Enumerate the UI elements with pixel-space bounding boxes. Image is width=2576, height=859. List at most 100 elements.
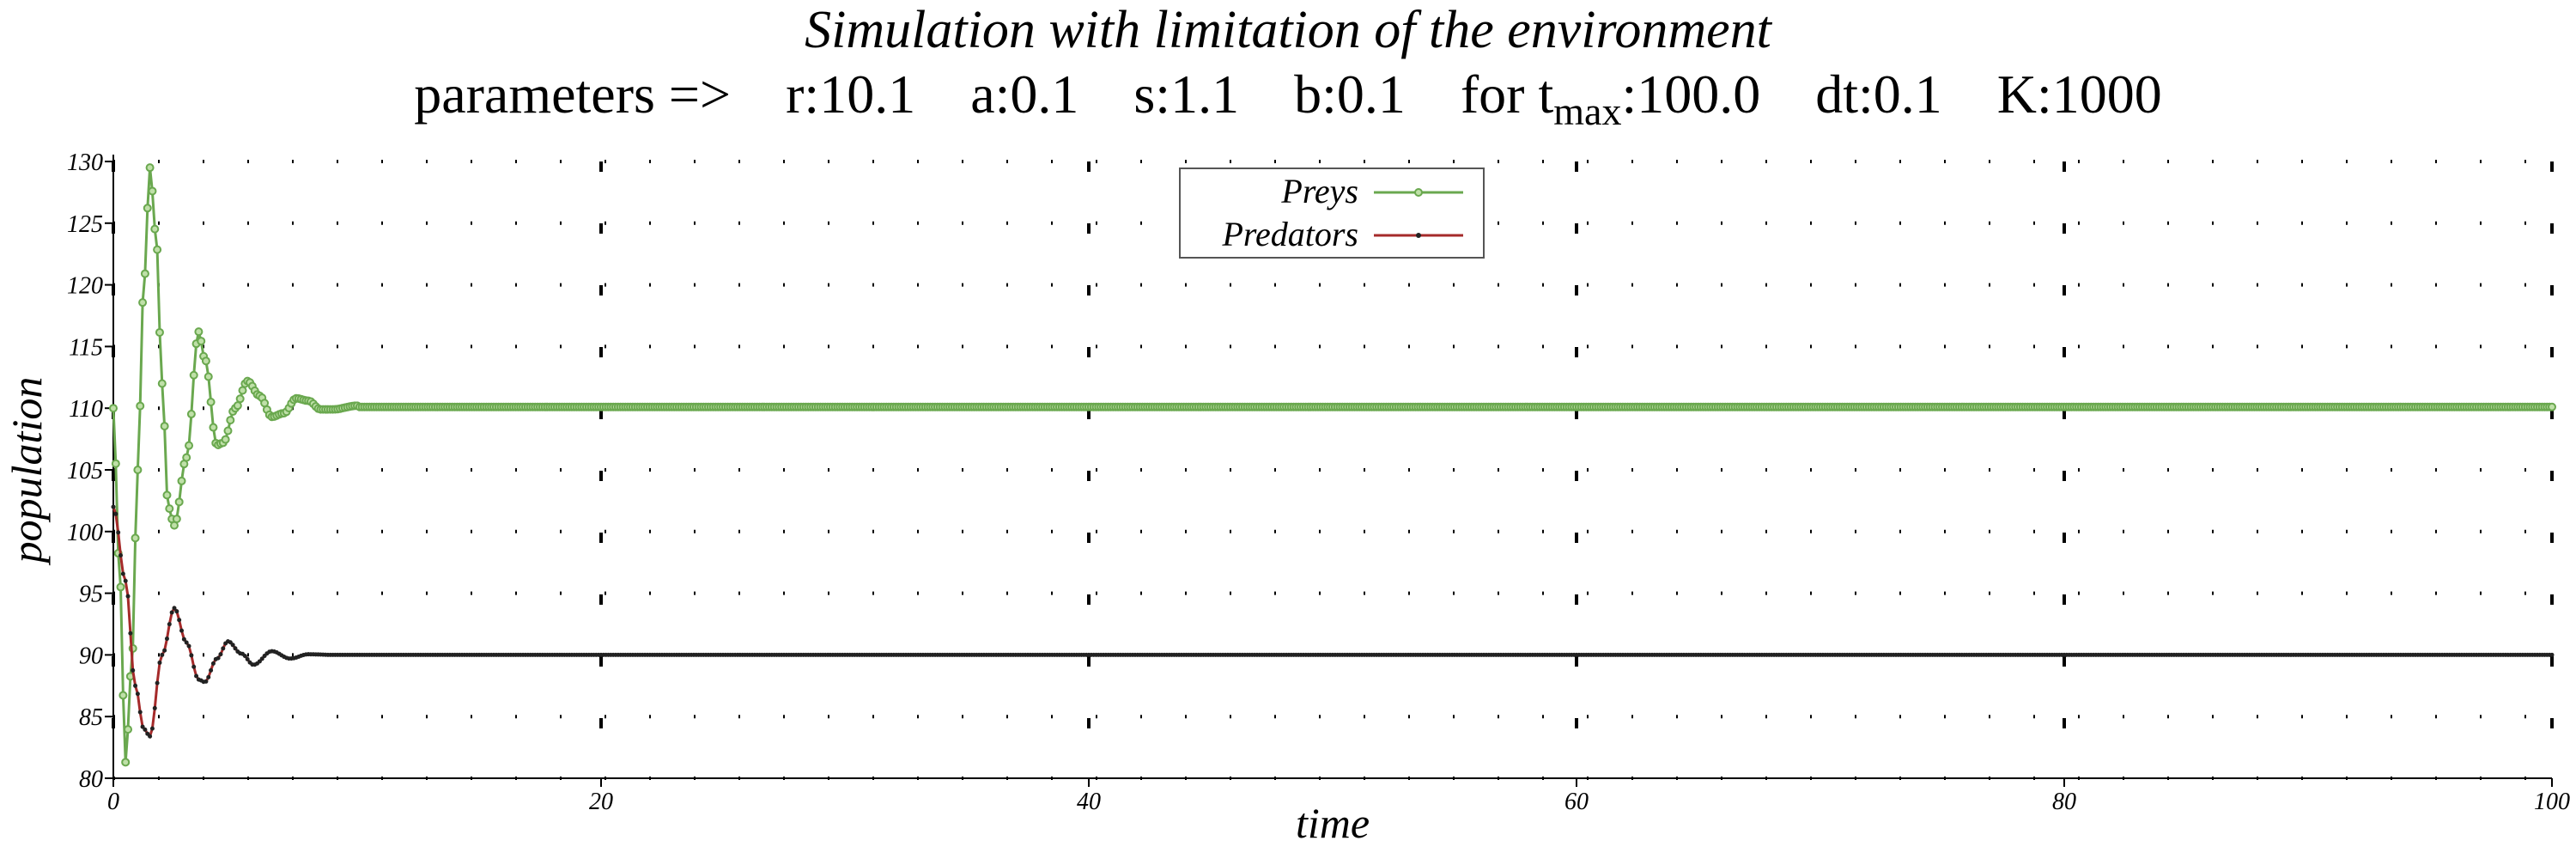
data-point bbox=[233, 646, 238, 651]
data-point bbox=[2549, 652, 2555, 657]
legend-marker-predators bbox=[1416, 233, 1421, 238]
data-point bbox=[194, 673, 199, 679]
param-r: r:10.1 bbox=[786, 64, 916, 125]
data-point bbox=[167, 622, 172, 627]
data-point bbox=[184, 640, 189, 645]
data-point bbox=[133, 466, 143, 474]
y-tick-label: 85 bbox=[79, 704, 103, 731]
data-point bbox=[223, 426, 233, 436]
param-dt: dt:0.1 bbox=[1815, 64, 1942, 125]
data-point bbox=[230, 643, 235, 648]
data-point bbox=[221, 435, 230, 444]
data-point bbox=[149, 726, 155, 731]
data-point bbox=[191, 664, 197, 669]
data-point bbox=[165, 504, 174, 514]
data-point bbox=[135, 691, 140, 697]
legend-box bbox=[1179, 168, 1485, 259]
data-point bbox=[206, 674, 211, 679]
data-point bbox=[131, 533, 140, 543]
x-tick-label: 60 bbox=[1564, 789, 1589, 815]
data-point bbox=[118, 552, 124, 557]
x-tick-label: 0 bbox=[107, 789, 119, 815]
param-b: b:0.1 bbox=[1294, 64, 1406, 125]
data-point bbox=[116, 582, 125, 592]
data-point bbox=[235, 394, 245, 404]
data-point bbox=[131, 667, 136, 673]
data-point bbox=[124, 725, 133, 734]
y-tick-label: 80 bbox=[79, 766, 103, 793]
data-point bbox=[138, 298, 148, 308]
data-point bbox=[2548, 402, 2556, 411]
data-point bbox=[174, 497, 184, 507]
data-point bbox=[109, 404, 118, 413]
data-point bbox=[245, 656, 250, 661]
y-tick-label: 110 bbox=[69, 396, 103, 423]
data-point bbox=[137, 710, 143, 715]
data-point bbox=[155, 680, 160, 685]
param-tmax-subscript: max bbox=[1553, 89, 1622, 133]
data-point bbox=[226, 416, 235, 425]
param-k: K:1000 bbox=[1996, 64, 2162, 125]
data-point bbox=[177, 476, 186, 485]
data-point bbox=[181, 637, 186, 642]
data-point bbox=[204, 372, 213, 381]
data-point bbox=[152, 705, 157, 710]
data-point bbox=[143, 204, 152, 213]
data-point bbox=[140, 269, 149, 278]
series-line-predators bbox=[112, 506, 2552, 740]
legend: Preys Predators bbox=[1179, 168, 1485, 259]
param-prefix: parameters => bbox=[414, 64, 732, 125]
y-tick-label: 115 bbox=[69, 334, 103, 361]
data-point bbox=[201, 356, 210, 366]
legend-label-predators: Predators bbox=[1221, 215, 1358, 253]
data-point bbox=[238, 386, 247, 395]
y-tick-label: 130 bbox=[67, 149, 103, 176]
y-tick-label: 125 bbox=[67, 211, 103, 238]
data-point bbox=[206, 398, 216, 407]
data-point bbox=[150, 224, 160, 234]
data-point bbox=[160, 422, 169, 431]
data-point bbox=[148, 186, 157, 196]
data-point bbox=[209, 423, 218, 432]
data-point bbox=[140, 724, 145, 729]
data-point bbox=[121, 758, 131, 767]
data-point bbox=[174, 609, 179, 614]
data-point bbox=[216, 655, 221, 661]
data-point bbox=[210, 661, 216, 666]
data-point bbox=[157, 379, 167, 388]
y-axis-label: population bbox=[3, 377, 51, 566]
data-point bbox=[259, 656, 264, 661]
y-tick-label: 90 bbox=[79, 643, 103, 669]
data-point bbox=[169, 610, 174, 615]
data-point bbox=[162, 490, 172, 500]
data-point bbox=[145, 163, 155, 173]
data-point bbox=[153, 245, 162, 254]
series-markers-predators bbox=[111, 504, 2555, 739]
data-point bbox=[172, 515, 181, 524]
data-point bbox=[233, 401, 242, 411]
x-tick-label: 40 bbox=[1077, 789, 1101, 815]
data-point bbox=[221, 646, 226, 651]
data-point bbox=[123, 578, 128, 583]
data-point bbox=[118, 691, 128, 700]
param-tmax-value: :100.0 bbox=[1621, 64, 1761, 125]
data-point bbox=[197, 337, 206, 346]
chart-title: Simulation with limitation of the enviro… bbox=[805, 1, 1771, 59]
x-tick-label: 80 bbox=[2052, 789, 2076, 815]
legend-label-preys: Preys bbox=[1280, 172, 1358, 210]
chart-subtitle: parameters => r:10.1 a:0.1 s:1.1 b:0.1 f… bbox=[0, 60, 2576, 131]
data-point bbox=[185, 441, 194, 450]
y-tick-label: 105 bbox=[67, 458, 103, 484]
data-point bbox=[148, 734, 153, 739]
data-point bbox=[111, 459, 120, 468]
y-tick-label: 95 bbox=[79, 582, 103, 608]
x-tick-label: 20 bbox=[589, 789, 613, 815]
data-point bbox=[182, 453, 191, 462]
data-point bbox=[113, 511, 118, 516]
data-point bbox=[136, 401, 145, 411]
data-point bbox=[194, 327, 204, 337]
data-point bbox=[189, 370, 198, 380]
data-point bbox=[125, 594, 131, 599]
